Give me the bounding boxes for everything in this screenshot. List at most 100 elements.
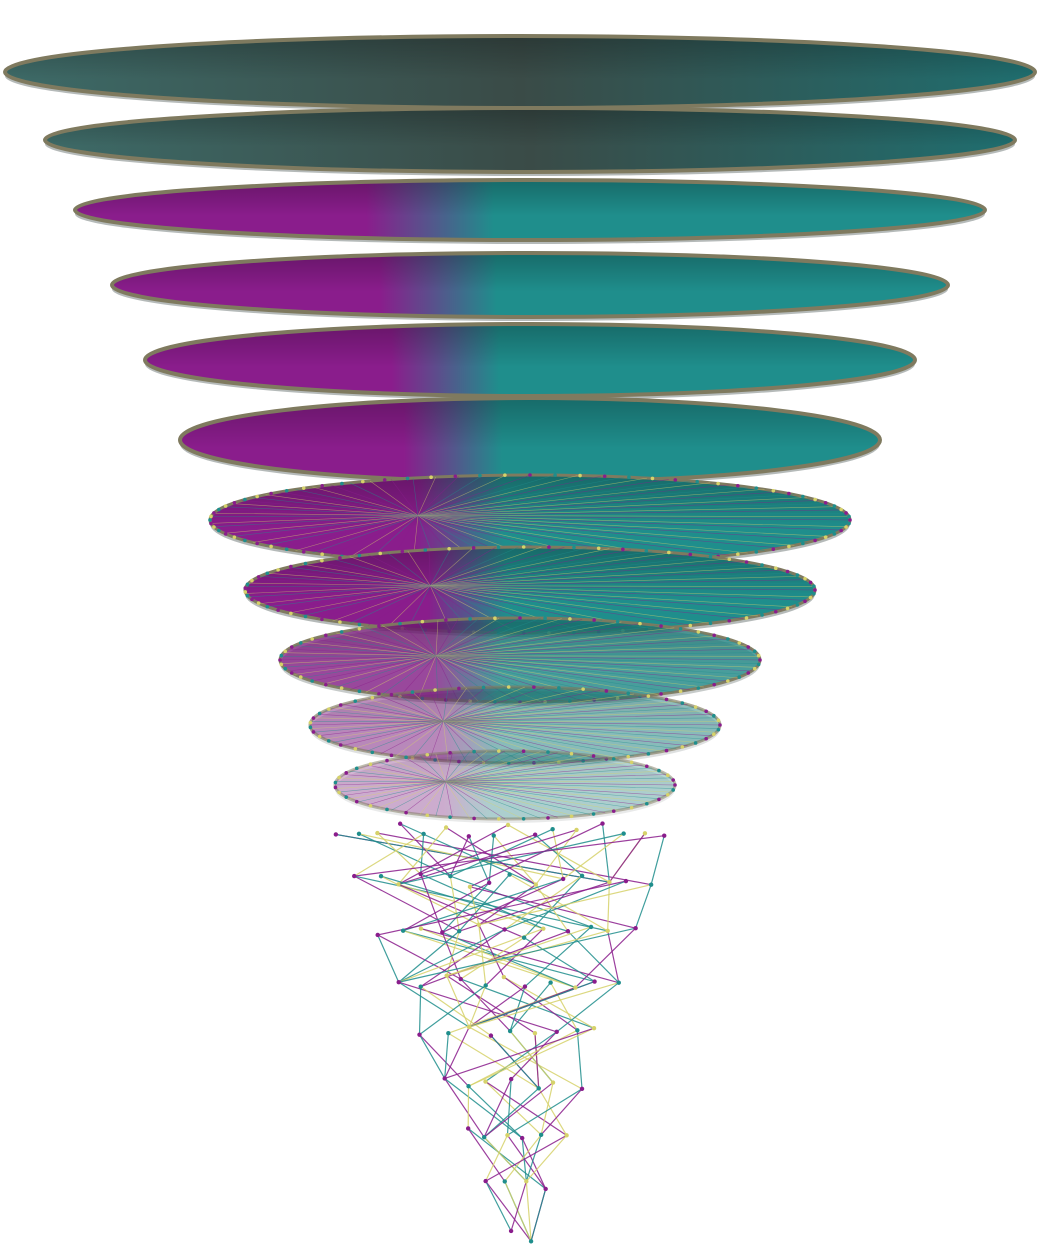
graph-node: [505, 1132, 510, 1138]
graph-edge: [441, 882, 490, 933]
graph-edge: [402, 882, 490, 932]
rim-node: [712, 633, 716, 638]
graph-edge: [446, 926, 592, 977]
graph-node: [396, 882, 401, 887]
graph-edge: [398, 833, 624, 885]
disc-layer: [308, 685, 722, 767]
disc-strand: [435, 620, 603, 657]
disc-strand: [353, 701, 444, 722]
disc-strand: [445, 770, 661, 782]
disc-strand: [302, 585, 431, 617]
rim-node: [644, 801, 649, 806]
disc-strand: [430, 585, 816, 591]
rim-node: [832, 504, 837, 508]
disc-strand: [445, 781, 506, 820]
rim-node: [317, 711, 322, 716]
rim-node: [832, 532, 837, 536]
rim-node: [447, 546, 451, 551]
disc-strand: [430, 554, 692, 586]
graph-node: [522, 984, 528, 989]
disc-strand: [265, 515, 419, 546]
graph-node: [505, 822, 511, 828]
rim-node: [389, 753, 394, 758]
disc-strand: [265, 494, 419, 516]
disc-strand: [382, 625, 437, 657]
rim-node: [301, 486, 306, 490]
rim-node: [760, 613, 764, 617]
disc-strand: [435, 655, 746, 675]
graph-edge: [523, 875, 583, 939]
rim-node: [493, 616, 497, 621]
graph-edge: [419, 984, 487, 1036]
rim-node: [528, 473, 532, 477]
disc-strand: [445, 781, 558, 818]
rim-node: [803, 599, 807, 604]
disc-strand: [391, 759, 446, 782]
disc-strand: [309, 720, 444, 726]
disc-strand: [342, 720, 444, 746]
rim-node: [320, 558, 324, 563]
disc-strand: [283, 652, 437, 657]
disc-strand: [435, 638, 728, 657]
graph-node: [550, 1080, 556, 1085]
graph-node: [605, 928, 610, 934]
disc-shading: [45, 108, 1015, 172]
graph-edge: [478, 924, 487, 986]
disc-strand: [430, 548, 610, 586]
disc-strand: [443, 701, 677, 722]
rim-node: [785, 569, 790, 574]
rim-node: [217, 507, 221, 512]
disc-strand: [399, 623, 437, 657]
disc-strand: [332, 720, 444, 743]
disc-strand: [429, 690, 444, 722]
disc-strand: [430, 585, 758, 617]
graph-edge: [444, 1033, 449, 1079]
graph-edge: [442, 931, 576, 989]
graph-node: [543, 1186, 548, 1192]
rim-node: [808, 595, 813, 600]
rim-node: [708, 554, 713, 559]
rim-node: [357, 626, 362, 631]
rim-node: [569, 751, 574, 756]
graph-node: [418, 984, 423, 989]
rim-node: [756, 662, 761, 667]
rim-node: [803, 576, 807, 581]
rim-node: [737, 641, 742, 645]
rim-node: [283, 666, 288, 671]
disc-strand: [443, 690, 601, 722]
disc-strand: [430, 585, 783, 611]
rim-node: [521, 545, 526, 549]
disc-strand: [435, 627, 675, 657]
rim-node: [298, 675, 303, 679]
disc-strand: [435, 617, 500, 657]
disc-strand: [417, 489, 765, 516]
rim-node: [243, 590, 248, 594]
graph-edge: [534, 1033, 540, 1089]
rim-node: [448, 751, 452, 755]
graph-edge: [635, 884, 652, 929]
disc-strand: [267, 572, 431, 586]
rim-node: [324, 682, 328, 687]
rim-node: [324, 633, 328, 638]
graph-node: [375, 932, 380, 938]
rim-node: [844, 525, 848, 529]
rim-node: [265, 604, 270, 609]
graph-edge: [354, 835, 665, 877]
disc-strand: [295, 489, 419, 516]
disc-shading: [75, 180, 985, 240]
graph-edge: [449, 876, 460, 932]
rim-node: [468, 617, 472, 621]
disc-strand: [338, 777, 446, 782]
rim-node: [340, 481, 344, 486]
disc-strand: [445, 781, 643, 806]
graph-node: [466, 1084, 471, 1089]
disc-strand: [435, 618, 562, 657]
disc-strand: [224, 506, 419, 516]
rim-node: [353, 747, 358, 751]
graph-edge: [377, 934, 400, 983]
rim-node: [532, 685, 536, 689]
disc-strand: [324, 720, 444, 740]
rim-node: [320, 552, 324, 557]
rim-node: [646, 752, 651, 756]
rim-node: [265, 571, 270, 576]
